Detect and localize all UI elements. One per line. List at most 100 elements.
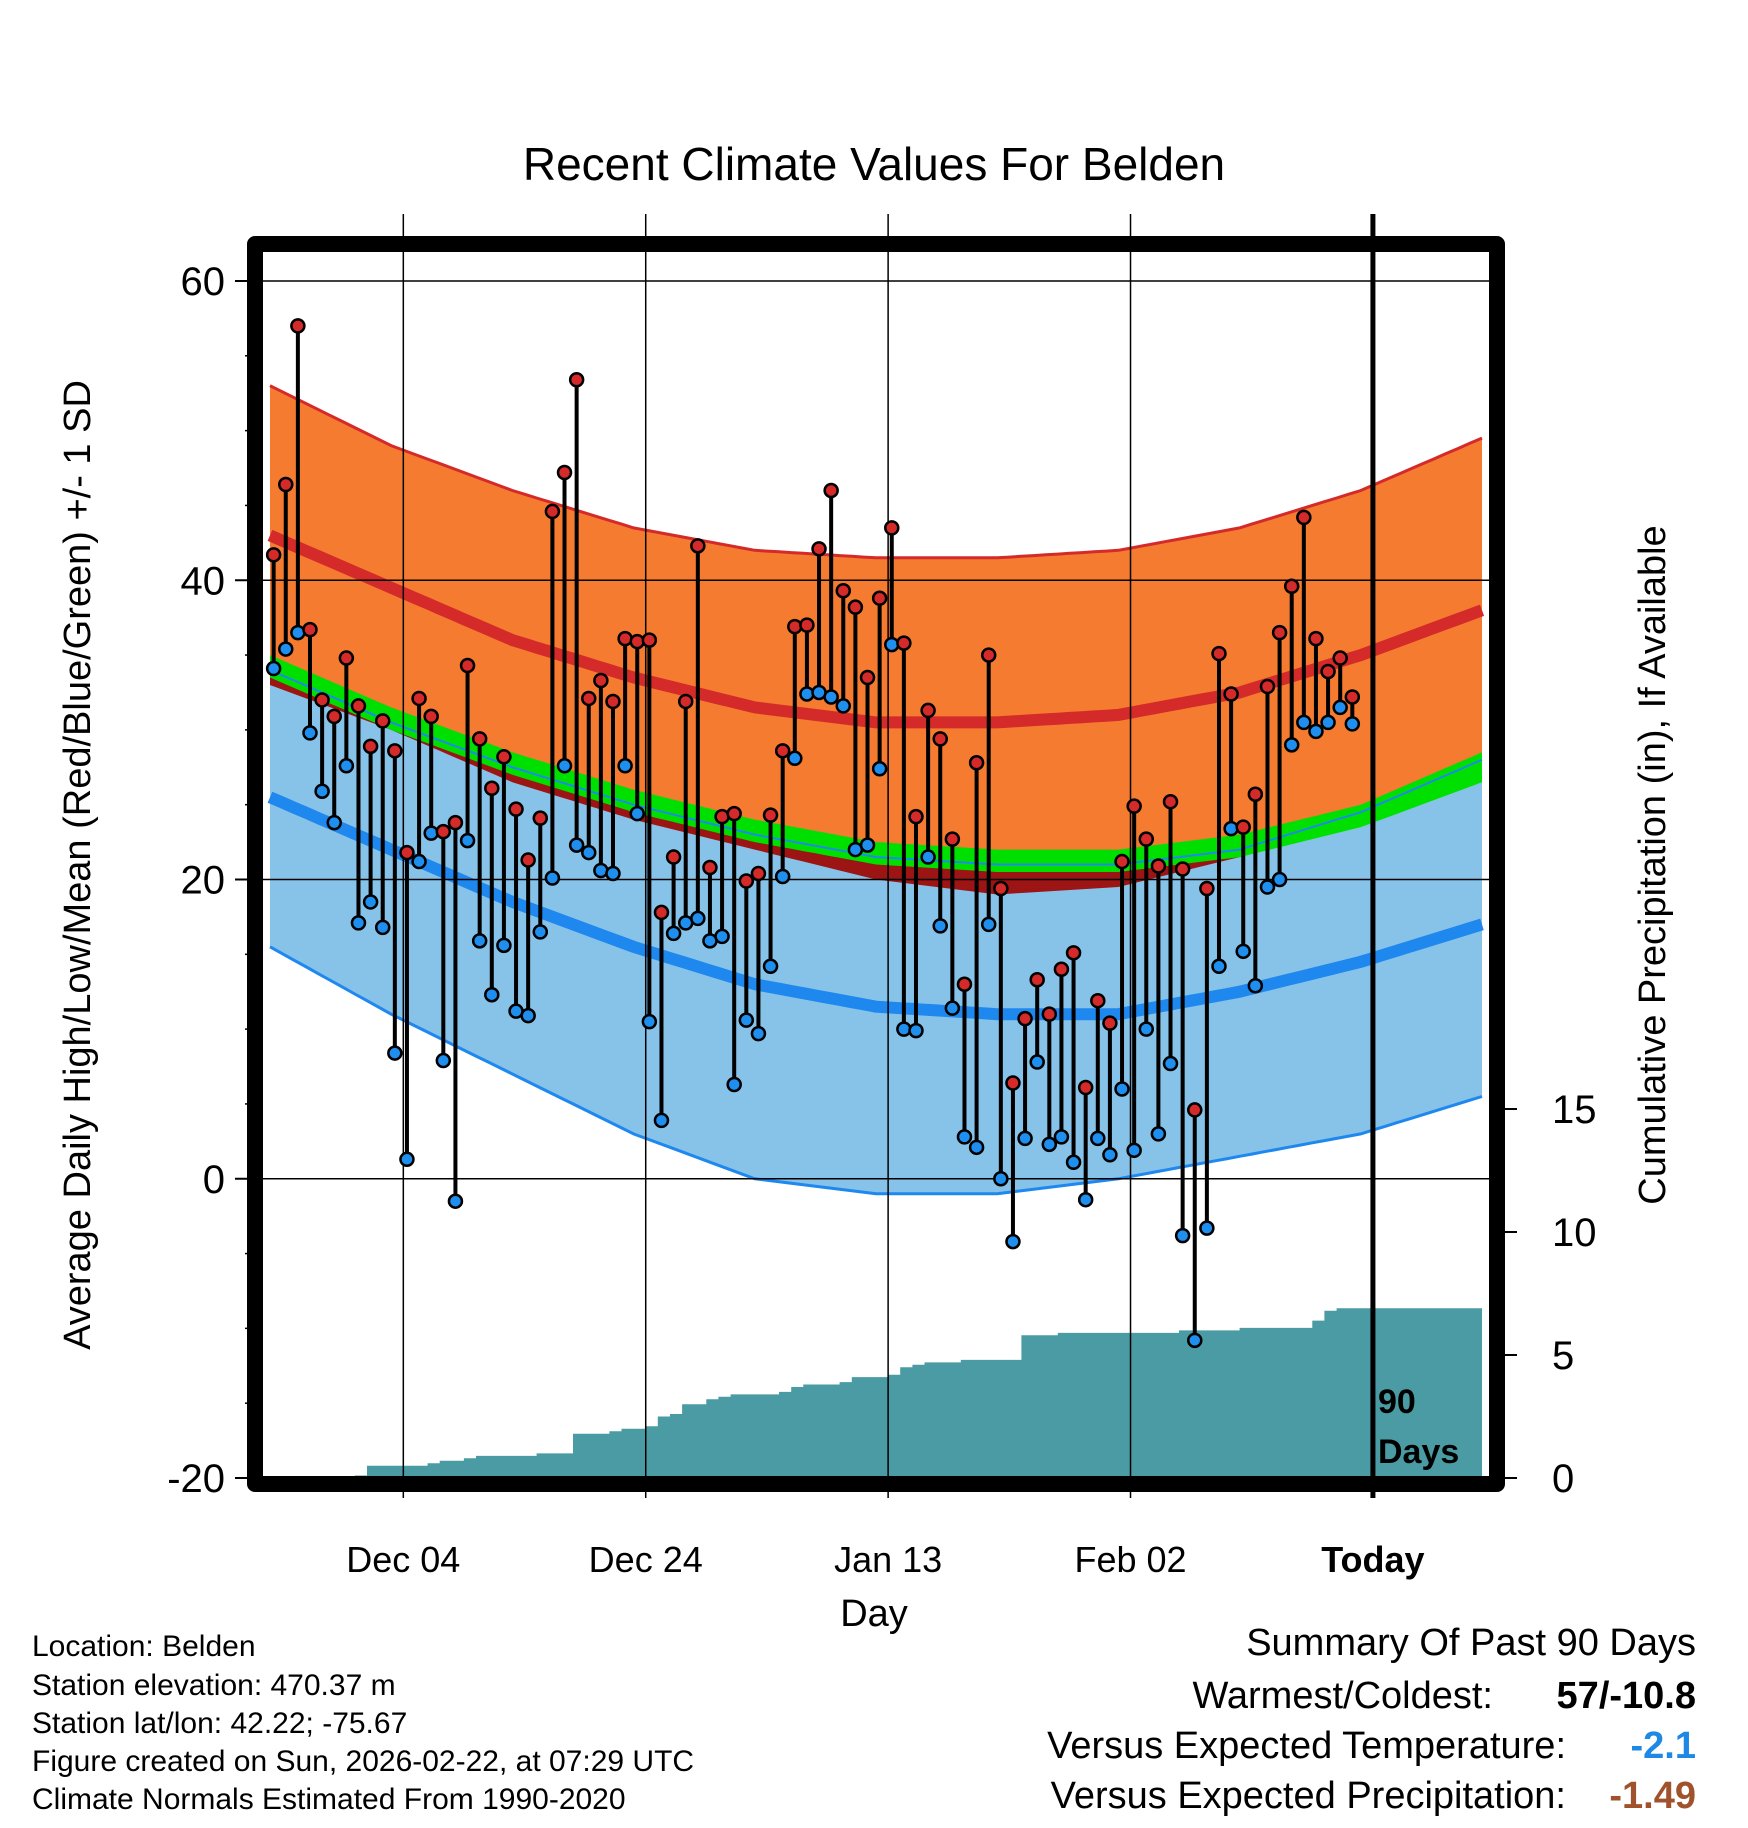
daily-low-point bbox=[617, 758, 633, 774]
y-tick-label: -20 bbox=[167, 1457, 225, 1501]
daily-high-point bbox=[859, 669, 876, 686]
daily-low-point bbox=[920, 849, 936, 865]
daily-low-point bbox=[1138, 1021, 1155, 1037]
daily-high-point bbox=[1017, 1010, 1033, 1027]
daily-high-point bbox=[581, 690, 597, 707]
daily-low-point bbox=[835, 698, 852, 714]
daily-low-point bbox=[1247, 977, 1264, 994]
precip-fill bbox=[270, 1308, 1482, 1478]
daily-high-point bbox=[265, 547, 282, 563]
plot-frame bbox=[247, 236, 1505, 1492]
daily-high-point bbox=[435, 823, 452, 840]
low-sd-band bbox=[270, 670, 1482, 1194]
daily-high-point bbox=[1138, 831, 1155, 847]
daily-high-point bbox=[374, 713, 391, 729]
x-tick-label: Dec 04 bbox=[346, 1539, 460, 1580]
daily-high-point bbox=[423, 708, 439, 725]
daily-low-point bbox=[690, 910, 706, 927]
daily-high-point bbox=[1211, 645, 1227, 662]
daily-high-point bbox=[1223, 686, 1239, 702]
precip-area bbox=[270, 1308, 1482, 1478]
daily-low-point bbox=[302, 725, 318, 741]
today-days-label-2: Days bbox=[1378, 1433, 1459, 1471]
daily-low-point bbox=[1102, 1147, 1118, 1163]
daily-low-point bbox=[750, 1025, 767, 1042]
footer-location: Location: Belden bbox=[32, 1630, 256, 1663]
daily-high-point bbox=[702, 859, 718, 876]
daily-high-point bbox=[459, 657, 476, 674]
low-mean-line bbox=[267, 791, 1484, 1021]
daily-low-point bbox=[1017, 1130, 1033, 1147]
x-tick-label: Feb 02 bbox=[1074, 1539, 1186, 1580]
daily-low-point bbox=[435, 1052, 452, 1069]
y2-axis-label: Cumulative Precipitation (in), If Availa… bbox=[1632, 525, 1674, 1204]
daily-high-point bbox=[278, 476, 294, 493]
daily-low-point bbox=[520, 1007, 536, 1024]
daily-low-point bbox=[326, 814, 342, 831]
daily-high-point bbox=[1320, 663, 1336, 680]
daily-low-point bbox=[641, 1013, 658, 1030]
low-minus-sd-line bbox=[269, 945, 1483, 1196]
daily-high-point bbox=[1283, 578, 1300, 594]
daily-low-point bbox=[1029, 1054, 1045, 1070]
daily-high-point bbox=[532, 810, 549, 826]
daily-high-point bbox=[884, 520, 900, 536]
daily-high-point bbox=[944, 831, 961, 847]
y-tick-label: 0 bbox=[203, 1158, 225, 1202]
daily-high-point bbox=[484, 780, 500, 796]
daily-low-point bbox=[956, 1129, 973, 1145]
daily-high-point bbox=[896, 635, 912, 651]
daily-high-point bbox=[1308, 630, 1324, 647]
daily-low-point bbox=[653, 1112, 670, 1129]
daily-high-point bbox=[750, 865, 767, 882]
daily-high-point bbox=[520, 852, 536, 868]
daily-low-point bbox=[1114, 1081, 1130, 1097]
daily-low-point bbox=[581, 844, 597, 861]
summary-temp-label: Versus Expected Temperature: bbox=[1047, 1725, 1566, 1767]
daily-high-point bbox=[362, 738, 379, 755]
daily-high-point bbox=[920, 702, 936, 719]
y2-tick-label: 15 bbox=[1552, 1088, 1597, 1132]
footer-created: Figure created on Sun, 2026-02-22, at 07… bbox=[32, 1745, 695, 1778]
daily-high-point bbox=[447, 814, 464, 831]
daily-low-point bbox=[1344, 716, 1361, 732]
daily-low-point bbox=[1211, 958, 1227, 975]
daily-high-point bbox=[556, 464, 573, 481]
daily-low-point bbox=[1235, 943, 1251, 960]
daily-low-point bbox=[1320, 714, 1336, 731]
daily-high-point bbox=[1029, 971, 1045, 988]
daily-low-point bbox=[1271, 871, 1288, 888]
daily-low-point bbox=[544, 870, 561, 886]
daily-high-point bbox=[980, 647, 997, 663]
summary-precip-value: -1.49 bbox=[1609, 1775, 1696, 1817]
daily-low-point bbox=[932, 918, 948, 934]
daily-low-point bbox=[726, 1076, 742, 1093]
daily-high-point bbox=[314, 692, 330, 708]
today-days-label: 90 bbox=[1378, 1383, 1416, 1421]
y2-tick-label: 10 bbox=[1552, 1211, 1597, 1255]
daily-low-point bbox=[447, 1193, 464, 1209]
daily-high-point bbox=[1126, 798, 1142, 814]
y-tick-label: 40 bbox=[181, 559, 226, 603]
daily-high-point bbox=[774, 743, 791, 759]
daily-low-point bbox=[1174, 1227, 1191, 1244]
daily-high-point bbox=[1174, 861, 1191, 877]
daily-high-point bbox=[1065, 945, 1082, 961]
daily-high-point bbox=[956, 976, 973, 992]
daily-high-point bbox=[968, 755, 985, 771]
y-tick-label: 60 bbox=[181, 260, 226, 304]
daily-low-point bbox=[1199, 1220, 1215, 1236]
daily-high-point bbox=[1259, 678, 1276, 695]
daily-low-point bbox=[265, 660, 282, 677]
daily-high-point bbox=[871, 590, 888, 606]
daily-high-point bbox=[471, 731, 488, 747]
daily-high-point bbox=[605, 693, 621, 710]
summary-title: Summary Of Past 90 Days bbox=[1246, 1622, 1696, 1664]
daily-high-point bbox=[653, 904, 670, 921]
daily-high-point bbox=[1041, 1006, 1058, 1022]
daily-high-point bbox=[738, 873, 755, 889]
daily-high-point bbox=[290, 318, 306, 334]
daily-low-point bbox=[774, 868, 791, 885]
daily-high-point bbox=[835, 582, 852, 599]
